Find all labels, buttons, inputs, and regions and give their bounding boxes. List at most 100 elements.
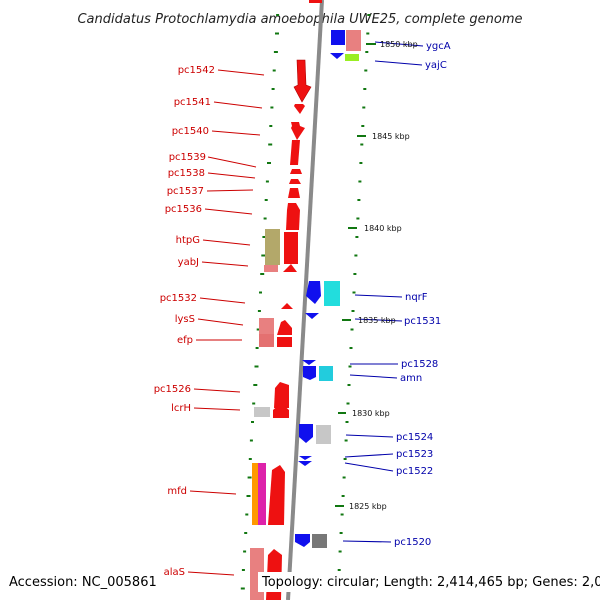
gene-label[interactable]: pc1532 xyxy=(160,293,197,304)
gene-mfd-orange[interactable] xyxy=(252,463,258,525)
gene-label[interactable]: pc1528 xyxy=(401,359,438,370)
gene-label[interactable]: mfd xyxy=(167,486,187,497)
gene-label[interactable]: pc1540 xyxy=(172,126,209,137)
gene-lysS-b[interactable] xyxy=(259,334,274,347)
tick-dot xyxy=(272,69,276,72)
gene-pc1536[interactable] xyxy=(286,203,300,230)
gene-htpG-neighbor[interactable] xyxy=(284,232,298,264)
tick-dot xyxy=(275,32,279,35)
tick-dot xyxy=(340,513,344,516)
tick-dot xyxy=(365,51,369,53)
gene-htpG[interactable] xyxy=(265,229,280,265)
gene-pc1520[interactable] xyxy=(312,534,327,548)
tick-dot xyxy=(360,143,364,146)
gene-mfd-magenta[interactable] xyxy=(258,463,266,525)
gene-pc1542[interactable] xyxy=(293,59,312,103)
tick-dot xyxy=(354,254,358,257)
tick-dot xyxy=(337,569,341,571)
tick-dot xyxy=(270,106,274,109)
gene-efp[interactable] xyxy=(277,320,292,335)
gene-label[interactable]: pc1538 xyxy=(168,168,205,179)
gene-label[interactable]: pc1541 xyxy=(174,97,211,108)
gene-label[interactable]: pc1520 xyxy=(394,537,431,548)
gene-label[interactable]: pc1524 xyxy=(396,432,433,443)
gene-pc1532[interactable] xyxy=(281,303,293,309)
gene-pc1538[interactable] xyxy=(289,179,301,184)
gene-label[interactable]: nqrF xyxy=(405,292,428,303)
tick-dot xyxy=(243,550,247,553)
gene-label[interactable]: lcrH xyxy=(171,403,191,414)
gene-pc1541[interactable] xyxy=(294,104,305,114)
gene-pc1522[interactable] xyxy=(298,461,312,466)
tick-dot xyxy=(359,162,363,164)
gene-ygcA-arrow[interactable] xyxy=(330,53,344,59)
gene-mfd[interactable] xyxy=(268,465,285,525)
tick-dot xyxy=(355,236,359,238)
tick-dot xyxy=(259,291,262,294)
gene-pc1524[interactable] xyxy=(316,425,331,444)
gene-ygcA[interactable] xyxy=(346,30,361,51)
tick-dot xyxy=(263,217,267,220)
gene-pc1520-blue[interactable] xyxy=(295,534,310,547)
gene-pc1526[interactable] xyxy=(274,382,289,408)
gene-label[interactable]: yabJ xyxy=(178,257,199,268)
gene-pc1526-tip[interactable] xyxy=(273,403,289,418)
tick-dot xyxy=(257,310,261,312)
gene-amn[interactable] xyxy=(319,366,333,381)
gene-label[interactable]: htpG xyxy=(176,235,200,246)
gene-lysS[interactable] xyxy=(259,318,274,334)
gene-pc1540[interactable] xyxy=(291,122,305,140)
tick-dot xyxy=(366,32,370,35)
gene-label[interactable]: alaS xyxy=(164,567,185,578)
tick-dot xyxy=(255,347,259,349)
gene-top-red[interactable] xyxy=(309,0,322,3)
tick-dot xyxy=(353,273,357,275)
gene-yabJ-arrow[interactable] xyxy=(283,264,297,272)
gene-label[interactable]: pc1531 xyxy=(404,316,441,327)
tick-dot xyxy=(363,88,367,90)
gene-label[interactable]: pc1537 xyxy=(167,186,204,197)
gene-label[interactable]: efp xyxy=(177,335,193,346)
gene-pc1523[interactable] xyxy=(299,456,312,460)
gene-yabJ[interactable] xyxy=(264,265,278,272)
gene-pc1539[interactable] xyxy=(290,169,302,174)
gene-pc1540b[interactable] xyxy=(290,140,300,165)
genome-summary: Topology: circular; Length: 2,414,465 bp… xyxy=(261,575,600,590)
gene-label[interactable]: pc1536 xyxy=(165,204,202,215)
gene-pc1524-blue[interactable] xyxy=(299,424,313,443)
gene-label[interactable]: yajC xyxy=(425,60,447,71)
gene-label[interactable]: pc1523 xyxy=(396,449,433,460)
tick-dot xyxy=(248,458,252,460)
tick-dot xyxy=(344,439,348,442)
tick-dot xyxy=(343,458,347,460)
tick-dot xyxy=(273,51,278,53)
gene-label[interactable]: ygcA xyxy=(426,41,451,52)
tick-dot xyxy=(338,550,342,553)
tick-dot xyxy=(352,291,356,294)
gene-amn-blue[interactable] xyxy=(303,366,316,380)
tick-dot xyxy=(253,384,258,386)
gene-nqrF[interactable] xyxy=(324,281,340,306)
gene-nqrF-blue[interactable] xyxy=(306,281,321,304)
kbp-label: 1835 kbp xyxy=(358,316,396,325)
kbp-label: 1850 kbp xyxy=(380,40,418,49)
gene-lcrH[interactable] xyxy=(254,407,270,417)
gene-yajC[interactable] xyxy=(345,54,359,61)
gene-label[interactable]: pc1542 xyxy=(178,65,215,76)
gene-label[interactable]: lysS xyxy=(175,314,195,325)
gene-label[interactable]: amn xyxy=(400,373,422,384)
gene-label[interactable]: pc1522 xyxy=(396,466,433,477)
gene-efp-b[interactable] xyxy=(277,337,292,347)
gene-ygcA-blue[interactable] xyxy=(331,30,345,45)
tick-dot xyxy=(345,421,349,423)
tick-dot xyxy=(269,125,273,127)
gene-pc1537[interactable] xyxy=(288,188,300,198)
gene-pc1528[interactable] xyxy=(302,360,316,365)
tick-dot xyxy=(362,106,366,109)
tick-dot xyxy=(246,495,251,497)
gene-pc1531[interactable] xyxy=(305,313,319,319)
forward-gene-labels: pc1542 pc1541 pc1540 pc1539 pc1538 pc153… xyxy=(154,65,215,578)
gene-label[interactable]: pc1526 xyxy=(154,384,191,395)
gene-label[interactable]: pc1539 xyxy=(169,152,206,163)
